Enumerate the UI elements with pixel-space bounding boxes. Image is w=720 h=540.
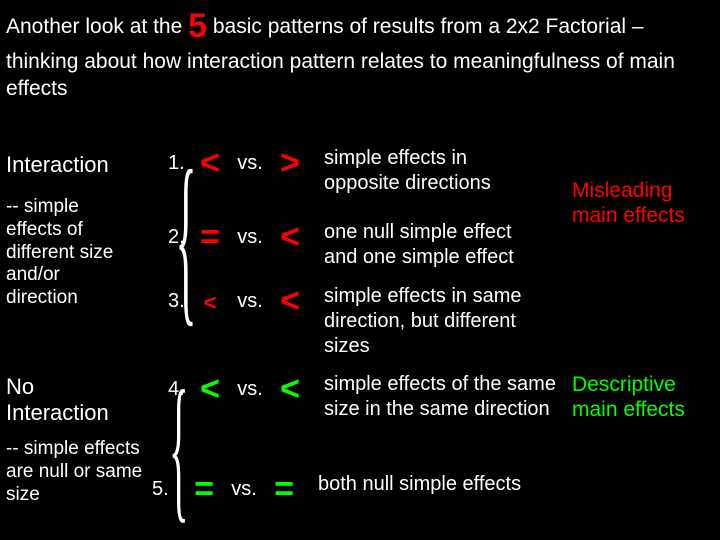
annotation-misleading: Misleading main effects [572,178,712,228]
symbol-right: > [274,146,306,180]
row-number: 1. [168,146,194,175]
row-number: 4. [168,372,194,401]
symbol-right: < [274,220,306,254]
pattern-row: 4. < vs. < simple effects of the same si… [168,372,559,422]
vs-label: vs. [220,472,268,501]
slide-title: Another look at the 5 basic patterns of … [6,4,710,103]
vs-label: vs. [226,146,274,175]
vs-label: vs. [226,284,274,313]
row-number: 2. [168,220,194,249]
no-interaction-heading: No Interaction [6,374,136,427]
symbol-left: = [194,220,226,254]
pattern-row: 1. < vs. > simple effects in opposite di… [168,146,559,196]
row-description: both null simple effects [318,472,553,497]
symbol-right: = [268,472,300,506]
title-pre: Another look at the [6,15,188,38]
pattern-row: 3. < vs. < simple effects in same direct… [168,284,559,359]
pattern-row: 5. = vs. = both null simple effects [168,472,553,506]
interaction-heading: Interaction [6,152,136,178]
row-description: one null simple effect and one simple ef… [324,220,559,270]
symbol-right: < [274,372,306,406]
row-number: 3. [168,284,194,313]
symbol-left: = [188,472,220,506]
vs-label: vs. [226,220,274,249]
row-description: simple effects of the same size in the s… [324,372,559,422]
interaction-subtext: -- simple effects of different size and/… [6,196,136,310]
row-description: simple effects in same direction, but di… [324,284,559,359]
symbol-right: < [274,284,306,318]
row-number: 5. [152,472,188,501]
vs-label: vs. [226,372,274,401]
no-interaction-subtext: -- simple effects are null or same size [6,438,146,506]
symbol-left: < [194,284,226,316]
annotation-descriptive: Descriptive main effects [572,372,712,422]
symbol-left: < [194,372,226,406]
pattern-row: 2. = vs. < one null simple effect and on… [168,220,559,270]
title-big-number: 5 [188,7,207,45]
row-description: simple effects in opposite directions [324,146,559,196]
symbol-left: < [194,146,226,180]
